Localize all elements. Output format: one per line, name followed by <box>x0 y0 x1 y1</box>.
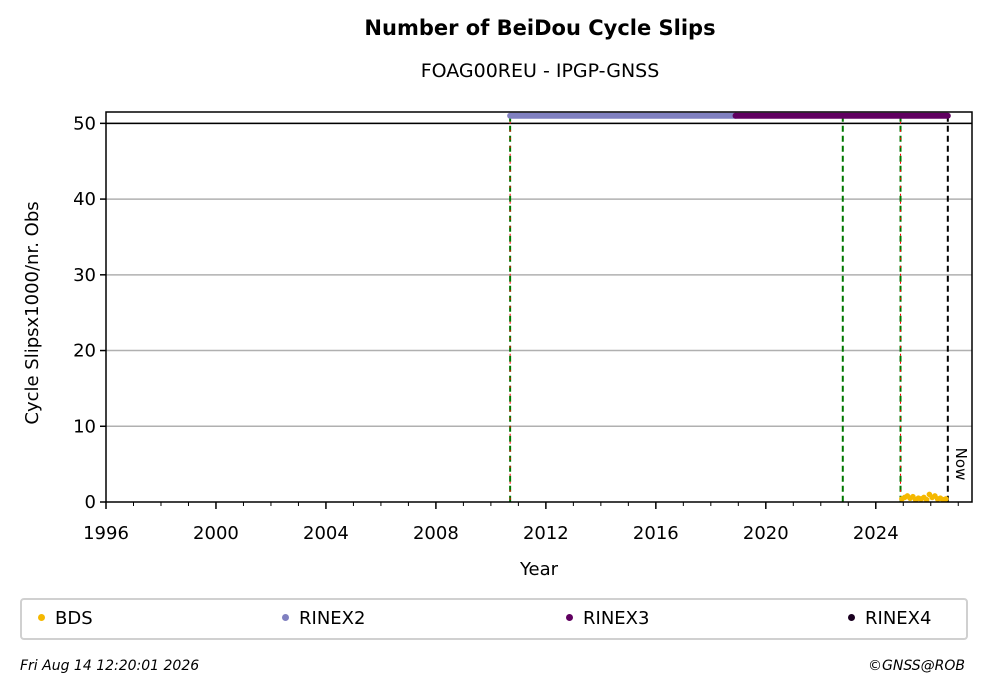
y-tick-label: 30 <box>73 265 96 286</box>
legend-label: RINEX3 <box>583 608 650 629</box>
legend-label: RINEX2 <box>299 608 366 629</box>
chart-subtitle: FOAG00REU - IPGP-GNSS <box>420 60 660 82</box>
y-axis-label: Cycle Slipsx1000/nr. Obs <box>22 201 43 424</box>
legend-item-rinex4: RINEX4 <box>848 608 931 629</box>
x-tick-label: 2004 <box>303 523 349 544</box>
legend-label: RINEX4 <box>865 608 932 629</box>
y-tick-label: 0 <box>85 492 96 513</box>
data-point-bds <box>943 496 949 502</box>
footer-timestamp: Fri Aug 14 12:20:01 2026 <box>20 658 200 674</box>
legend-item-bds: BDS <box>38 608 93 629</box>
y-tick-label: 20 <box>73 341 96 362</box>
x-tick-label: 1996 <box>83 523 129 544</box>
plot-frame <box>105 111 973 503</box>
x-tick-label: 2000 <box>193 523 239 544</box>
legend-marker <box>38 613 45 621</box>
legend: BDS RINEX2 RINEX3 RINEX4 <box>20 598 968 640</box>
x-tick-label: 2016 <box>633 523 679 544</box>
legend-marker <box>848 613 855 621</box>
legend-item-rinex3: RINEX3 <box>566 608 649 629</box>
x-tick-label: 2008 <box>413 523 459 544</box>
y-tick-label: 10 <box>73 416 96 437</box>
x-tick-label: 2012 <box>523 523 569 544</box>
data-point-bds <box>923 496 930 503</box>
chart-title: Number of BeiDou Cycle Slips <box>364 16 716 40</box>
footer-copyright: ©GNSS@ROB <box>868 658 965 674</box>
legend-marker <box>566 613 573 621</box>
x-tick-label: 2020 <box>743 523 789 544</box>
y-tick-label: 50 <box>73 113 96 134</box>
legend-marker <box>282 613 289 621</box>
x-tick-label: 2024 <box>853 523 899 544</box>
now-label: Now <box>952 448 970 481</box>
y-tick-label: 40 <box>73 189 96 210</box>
legend-item-rinex2: RINEX2 <box>282 608 365 629</box>
legend-label: BDS <box>55 608 93 629</box>
x-axis-label: Year <box>519 559 559 580</box>
